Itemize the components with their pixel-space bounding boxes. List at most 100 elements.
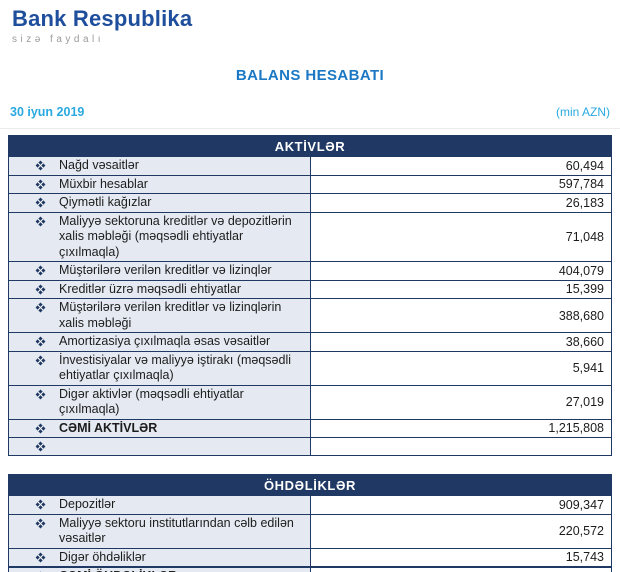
diamond-bullet-icon: [35, 302, 46, 313]
row-value: 404,079: [309, 261, 612, 281]
bank-logo-name: Bank Respublika: [12, 6, 193, 31]
row-label-inner: Maliyyə sektoru institutlarından cəlb ed…: [9, 516, 302, 547]
row-label-inner: Amortizasiya çıxılmaqla əsas vəsaitlər: [9, 334, 302, 350]
diamond-bullet-icon: [35, 355, 46, 365]
section-header-row: ÖHDƏLİKLƏR: [8, 474, 612, 496]
row-label-inner: CƏMİ ÖHDƏLİKLƏR: [9, 569, 302, 572]
row-value: 60,494: [309, 156, 612, 176]
row-label: CƏMİ ÖHDƏLİKLƏR: [8, 566, 311, 572]
table-row: CƏMİ AKTİVLƏR 1,215,808: [8, 418, 612, 438]
row-label: Maliyyə sektoru institutlarından cəlb ed…: [8, 513, 311, 549]
table-row: Kreditlər üzrə məqsədli ehtiyatlar 15,399: [8, 279, 612, 299]
row-label: Depozitlər: [8, 495, 311, 515]
table-row: Depozitlər 909,347: [8, 495, 612, 515]
row-label-text: Depozitlər: [59, 497, 116, 511]
row-value: 909,347: [309, 495, 612, 515]
section-table: ÖHDƏLİKLƏR Depozitlər 909,347 Maliyyə sekto…: [8, 474, 612, 572]
row-value: 220,572: [309, 513, 612, 549]
row-label-inner: Digər aktivlər (məqsədli ehtiyatlar çıxı…: [9, 387, 302, 418]
table-row: Qiymətli kağızlar 26,183: [8, 193, 612, 213]
row-value: 388,680: [309, 298, 612, 333]
currency-unit: (min AZN): [556, 105, 610, 119]
row-value: 5,941: [309, 350, 612, 386]
table-row: Digər aktivlər (məqsədli ehtiyatlar çıxı…: [8, 384, 612, 420]
bank-logo-tagline: sizə faydalı: [12, 34, 105, 45]
section-header: ÖHDƏLİKLƏR: [8, 474, 612, 496]
row-label-text: CƏMİ AKTİVLƏR: [59, 420, 158, 435]
row-label-text: Maliyyə sektoru institutlarından cəlb ed…: [59, 515, 294, 546]
table-row: Digər öhdəliklər 15,743: [8, 547, 612, 568]
row-value: 15,743: [309, 547, 612, 568]
row-label: Müştərilərə verilən kreditlər və lizinql…: [8, 298, 311, 333]
diamond-bullet-icon: [35, 179, 46, 189]
row-value: [309, 437, 612, 456]
row-label-inner: Müştərilərə verilən kreditlər və lizinql…: [9, 263, 302, 279]
diamond-bullet-icon: [35, 336, 46, 347]
diamond-bullet-icon: [35, 552, 46, 562]
row-label-inner: CƏMİ AKTİVLƏR: [9, 421, 302, 437]
report-date: 30 iyun 2019: [10, 105, 85, 119]
date-row: 30 iyun 2019 (min AZN): [0, 105, 620, 119]
row-value: 15,399: [309, 279, 612, 299]
diamond-bullet-icon: [35, 265, 46, 276]
row-value: 27,019: [309, 384, 612, 420]
row-label-inner: Depozitlər: [9, 497, 302, 513]
row-label: Digər öhdəliklər: [8, 547, 311, 568]
section-header-row: AKTİVLƏR: [8, 135, 612, 157]
table-row: [8, 437, 612, 456]
row-label: Nağd vəsaitlər: [8, 156, 311, 176]
table-row: Müştərilərə verilən kreditlər və lizinql…: [8, 298, 612, 333]
diamond-bullet-icon: [35, 423, 46, 433]
diamond-bullet-icon: [35, 518, 46, 528]
row-label-inner: Kreditlər üzrə məqsədli ehtiyatlar: [9, 282, 302, 298]
row-label-inner: Qiymətli kağızlar: [9, 195, 302, 211]
row-label-inner: Nağd vəsaitlər: [9, 158, 302, 174]
row-label: [8, 437, 311, 456]
row-label-inner: Maliyyə sektoruna kreditlər və depozitlə…: [9, 214, 302, 261]
row-value: 38,660: [309, 332, 612, 352]
section-table: AKTİVLƏR Nağd vəsaitlər 60,494 Müxbir hesab…: [8, 135, 612, 456]
table-row: İnvestisiyalar və maliyyə iştirakı (məqs…: [8, 350, 612, 386]
row-label: Maliyyə sektoruna kreditlər və depozitlə…: [8, 211, 311, 262]
row-value: 71,048: [309, 211, 612, 262]
row-label: Müxbir hesablar: [8, 174, 311, 194]
table-row: Nağd vəsaitlər 60,494: [8, 156, 612, 176]
row-label: Digər aktivlər (məqsədli ehtiyatlar çıxı…: [8, 384, 311, 420]
diamond-bullet-icon: [35, 160, 46, 171]
row-label-text: Digər aktivlər (məqsədli ehtiyatlar çıxı…: [59, 386, 244, 417]
bank-logo: Bank Respublika sizə faydalı: [0, 0, 620, 46]
row-label-text: Amortizasiya çıxılmaqla əsas vəsaitlər: [59, 334, 271, 348]
table-row: Amortizasiya çıxılmaqla əsas vəsaitlər 38…: [8, 332, 612, 352]
row-label-text: Kreditlər üzrə məqsədli ehtiyatlar: [59, 281, 242, 296]
diamond-bullet-icon: [35, 197, 46, 208]
diamond-bullet-icon: [35, 284, 46, 294]
balance-tables: AKTİVLƏR Nağd vəsaitlər 60,494 Müxbir hesab…: [0, 135, 620, 572]
row-label-inner: İnvestisiyalar və maliyyə iştirakı (məqs…: [9, 353, 302, 384]
diamond-bullet-icon: [35, 216, 46, 226]
diamond-bullet-icon: [35, 389, 46, 399]
table-row: Müxbir hesablar 597,784: [8, 174, 612, 194]
section-header: AKTİVLƏR: [8, 135, 612, 157]
row-label-inner: [9, 439, 302, 454]
row-label: Müştərilərə verilən kreditlər və lizinql…: [8, 261, 311, 281]
row-label-text: Müxbir hesablar: [59, 176, 148, 191]
row-label-text: CƏMİ ÖHDƏLİKLƏR: [59, 569, 177, 572]
diamond-bullet-icon: [35, 499, 46, 510]
row-label-text: İnvestisiyalar və maliyyə iştirakı (məqs…: [59, 352, 292, 383]
row-label-text: Maliyyə sektoruna kreditlər və depozitlə…: [59, 213, 292, 259]
row-label-inner: Müxbir hesablar: [9, 177, 302, 193]
table-row: Müştərilərə verilən kreditlər və lizinql…: [8, 261, 612, 281]
row-label: CƏMİ AKTİVLƏR: [8, 418, 311, 438]
row-label-inner: Müştərilərə verilən kreditlər və lizinql…: [9, 300, 302, 331]
row-label: Kreditlər üzrə məqsədli ehtiyatlar: [8, 279, 311, 299]
row-value: 1,145,662: [309, 566, 612, 572]
table-row: Maliyyə sektoruna kreditlər və depozitlə…: [8, 211, 612, 262]
row-label-text: Digər öhdəliklər: [59, 549, 146, 564]
row-label-text: Müştərilərə verilən kreditlər və lizinql…: [59, 263, 272, 277]
separator-line: [0, 128, 620, 129]
table-row: CƏMİ ÖHDƏLİKLƏR 1,145,662: [8, 566, 612, 572]
row-label: İnvestisiyalar və maliyyə iştirakı (məqs…: [8, 350, 311, 386]
diamond-bullet-icon: [35, 441, 46, 452]
row-label-text: Qiymətli kağızlar: [59, 195, 152, 209]
